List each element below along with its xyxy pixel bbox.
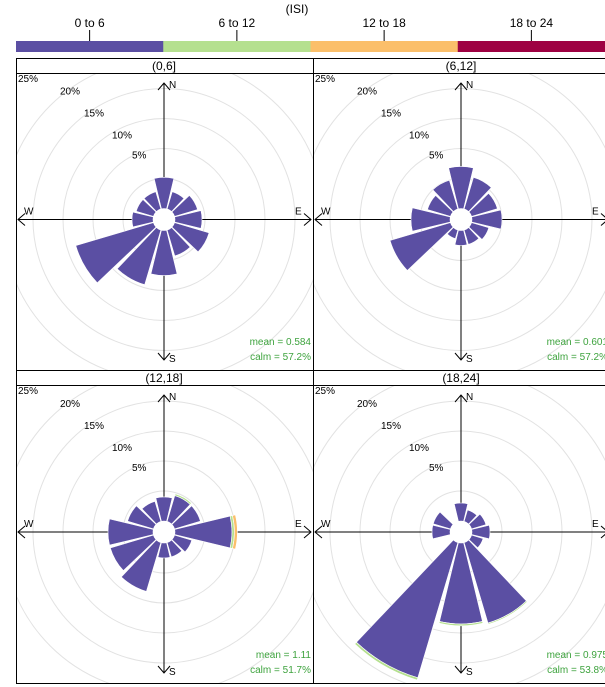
ring-label: 10% <box>409 131 429 142</box>
ring-label: 5% <box>429 463 444 474</box>
direction-label-e: E <box>592 519 599 530</box>
ring-label: 25% <box>315 74 335 85</box>
calm-label: calm = 53.8% <box>547 665 605 676</box>
direction-label-w: W <box>24 519 34 530</box>
calm-label: calm = 51.7% <box>250 665 311 676</box>
petal-30deg-6-to-12 <box>174 493 192 505</box>
legend-swatch <box>457 41 605 52</box>
south-arrowhead <box>157 352 171 361</box>
legend-title: (ISI) <box>286 2 309 16</box>
direction-label-s: S <box>169 354 176 365</box>
direction-label-n: N <box>169 80 176 91</box>
direction-label-e: E <box>592 207 599 218</box>
ring-label: 20% <box>357 399 377 410</box>
legend: (ISI) 0 to 6 6 to 12 12 to 18 18 to 24 <box>16 2 605 52</box>
ring-label: 20% <box>60 399 80 410</box>
ring-label: 15% <box>381 421 401 432</box>
east-arrowhead <box>600 525 605 539</box>
panel-title: (18,24] <box>442 371 479 385</box>
west-arrowhead <box>17 525 26 539</box>
ring-label: 5% <box>429 151 444 162</box>
mean-label: mean = 0.584 <box>250 337 312 348</box>
direction-label-s: S <box>466 354 473 365</box>
legend-label: 18 to 24 <box>510 16 554 30</box>
calm-circle <box>450 208 472 231</box>
mean-label: mean = 0.601 <box>547 337 605 348</box>
legend-label: 0 to 6 <box>75 16 105 30</box>
east-arrowhead <box>600 213 605 226</box>
panel-title: (12,18] <box>145 371 182 385</box>
ring-label: 15% <box>84 421 104 432</box>
panel-strip <box>313 370 605 386</box>
direction-label-s: S <box>169 667 176 678</box>
ring-label: 10% <box>112 131 132 142</box>
ring-label: 15% <box>84 109 104 120</box>
ring-label: 5% <box>132 463 147 474</box>
north-arrowhead <box>454 82 468 91</box>
legend-label: 12 to 18 <box>362 16 406 30</box>
ring-label: 10% <box>409 443 429 454</box>
legend-label: 6 to 12 <box>219 16 256 30</box>
ring-label: 5% <box>132 151 147 162</box>
south-arrowhead <box>157 665 171 674</box>
legend-swatch <box>310 41 459 52</box>
ring-label: 25% <box>315 386 335 397</box>
direction-label-w: W <box>321 207 331 218</box>
west-arrowhead <box>314 213 323 226</box>
south-arrowhead <box>454 352 468 361</box>
ring-label: 20% <box>357 87 377 98</box>
west-arrowhead <box>314 525 323 539</box>
petal-210deg-6-to-12 <box>354 641 419 681</box>
direction-label-w: W <box>321 519 331 530</box>
direction-label-e: E <box>295 207 302 218</box>
panel-strip <box>313 58 605 74</box>
petal-180deg-6-to-12 <box>438 621 484 627</box>
ring-label: 25% <box>18 386 38 397</box>
direction-label-n: N <box>466 80 473 91</box>
north-arrowhead <box>454 394 468 403</box>
panel-title: (6,12] <box>446 59 477 73</box>
direction-label-n: N <box>466 392 473 403</box>
direction-label-n: N <box>169 392 176 403</box>
calm-circle <box>153 208 175 231</box>
legend-swatch <box>16 41 164 52</box>
legend-swatch <box>163 41 311 52</box>
south-arrowhead <box>454 665 468 674</box>
ring-label: 20% <box>60 87 80 98</box>
ring-label: 15% <box>381 109 401 120</box>
west-arrowhead <box>17 213 26 226</box>
petal-90deg-12-to-18 <box>232 514 238 550</box>
direction-label-w: W <box>24 207 34 218</box>
direction-label-e: E <box>295 519 302 530</box>
ring-label: 25% <box>18 74 38 85</box>
petal-150deg-6-to-12 <box>487 600 528 625</box>
panel-title: (0,6] <box>152 59 176 73</box>
calm-label: calm = 57.2% <box>547 352 605 363</box>
calm-label: calm = 57.2% <box>250 352 311 363</box>
north-arrowhead <box>157 394 171 403</box>
east-arrowhead <box>303 525 312 539</box>
ring-label: 10% <box>112 443 132 454</box>
direction-label-s: S <box>466 667 473 678</box>
mean-label: mean = 0.975 <box>547 650 605 661</box>
north-arrowhead <box>157 82 171 91</box>
east-arrowhead <box>303 213 312 226</box>
calm-circle <box>450 521 472 543</box>
calm-circle <box>153 521 175 543</box>
mean-label: mean = 1.11 <box>256 650 312 661</box>
